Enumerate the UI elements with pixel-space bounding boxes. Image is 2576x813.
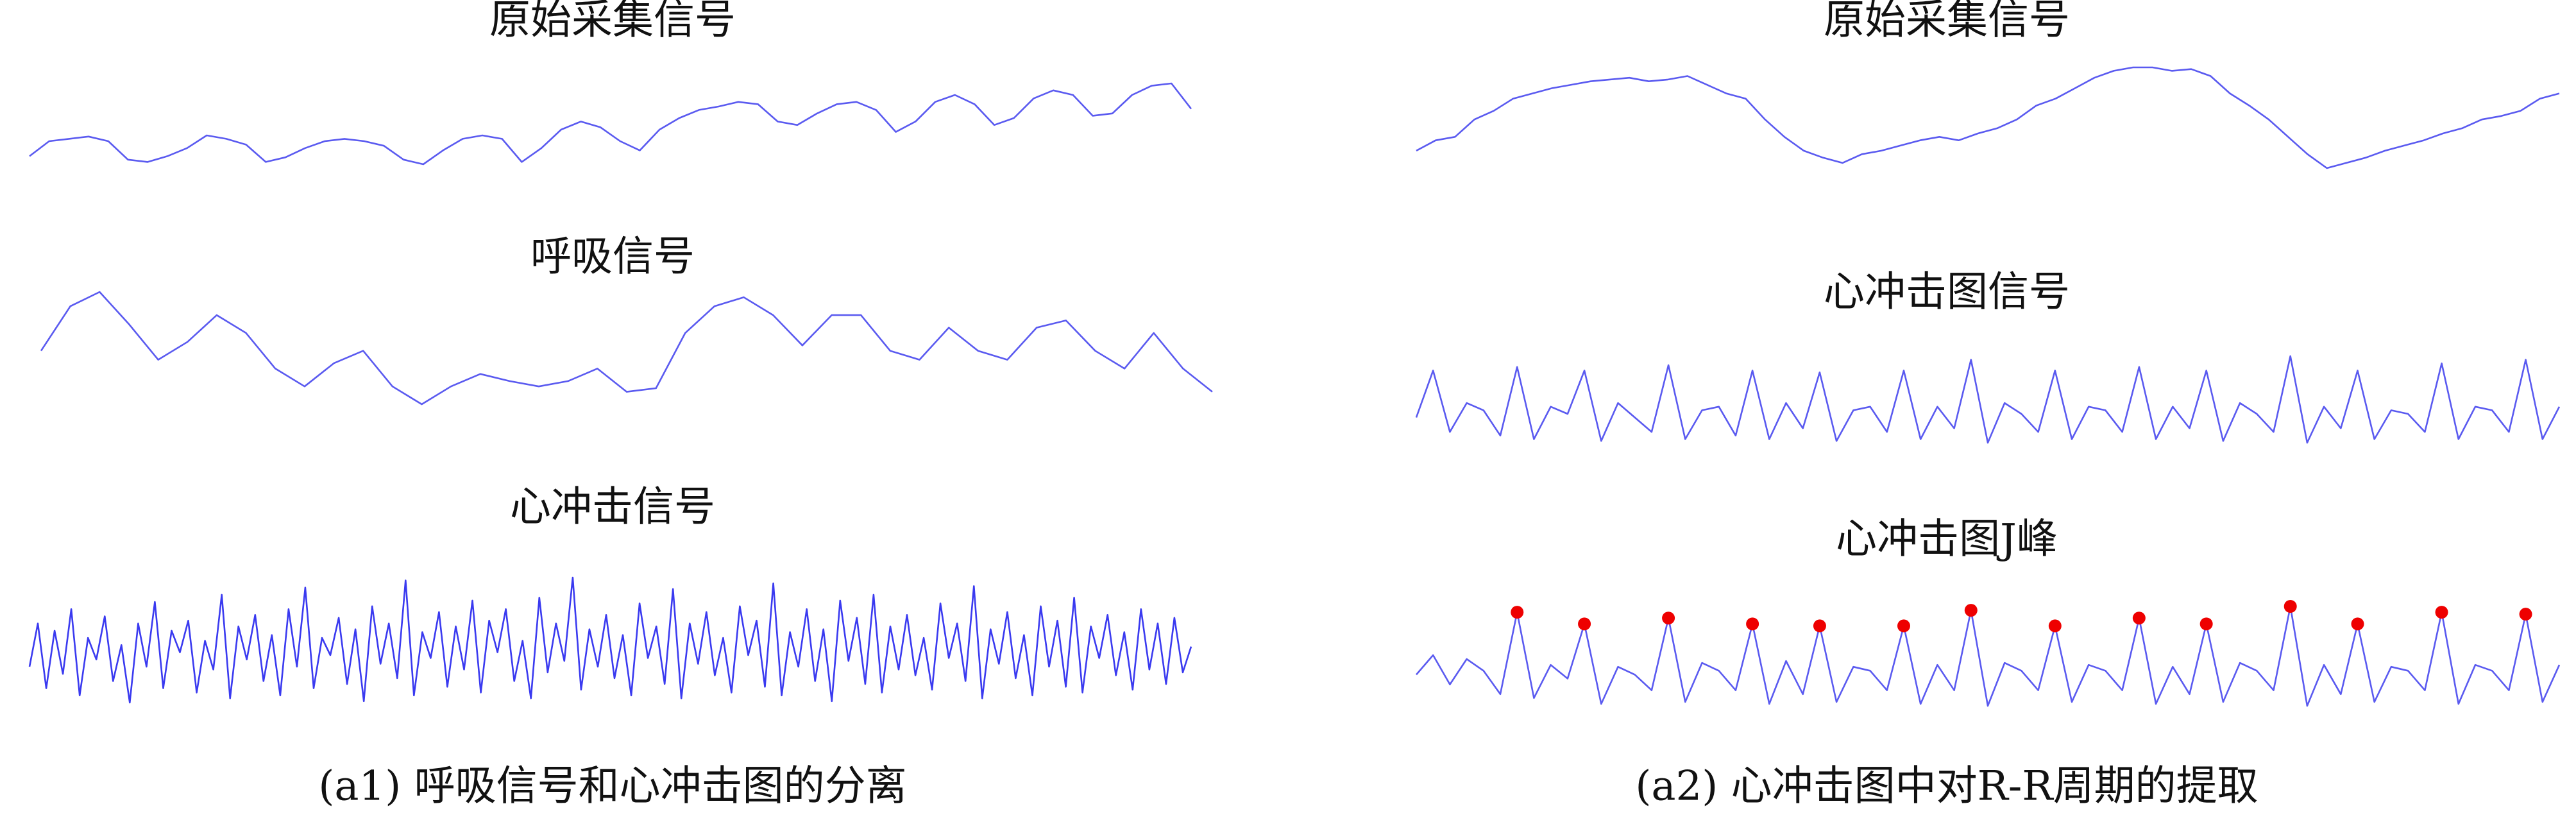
signal-line xyxy=(1415,355,2561,444)
j-peak xyxy=(1813,619,1826,633)
j-peak xyxy=(2048,619,2062,633)
signal-line xyxy=(29,82,1192,166)
j-peak xyxy=(2519,608,2532,621)
j-peak xyxy=(1511,606,1524,619)
j-peak xyxy=(1662,612,1675,625)
panel-title: 心冲击图J峰 xyxy=(1836,516,2058,563)
caption: (a1) 呼吸信号和心冲击图的分离 xyxy=(318,763,906,810)
j-peak xyxy=(2435,606,2448,619)
signal-line xyxy=(40,291,1213,406)
j-peak xyxy=(2199,617,2213,631)
signal-line xyxy=(1416,66,2560,169)
j-peak xyxy=(2284,600,2297,613)
j-peak xyxy=(2132,612,2146,625)
signal-line xyxy=(28,576,1192,704)
j-peak xyxy=(1964,604,1978,617)
j-peak xyxy=(1897,619,1910,633)
panel-title: 心冲击信号 xyxy=(510,484,715,531)
j-peak xyxy=(1746,617,1759,631)
panel-title: 心冲击图信号 xyxy=(1824,269,2070,316)
j-peak xyxy=(2351,617,2364,631)
caption: (a2) 心冲击图中对R-R周期的提取 xyxy=(1635,763,2258,810)
panel-title: 呼吸信号 xyxy=(530,234,695,281)
j-peak xyxy=(1578,617,1591,631)
panel-title: 原始采集信号 xyxy=(1824,0,2070,44)
panel-title: 原始采集信号 xyxy=(489,0,736,44)
signal-line xyxy=(1416,605,2561,707)
